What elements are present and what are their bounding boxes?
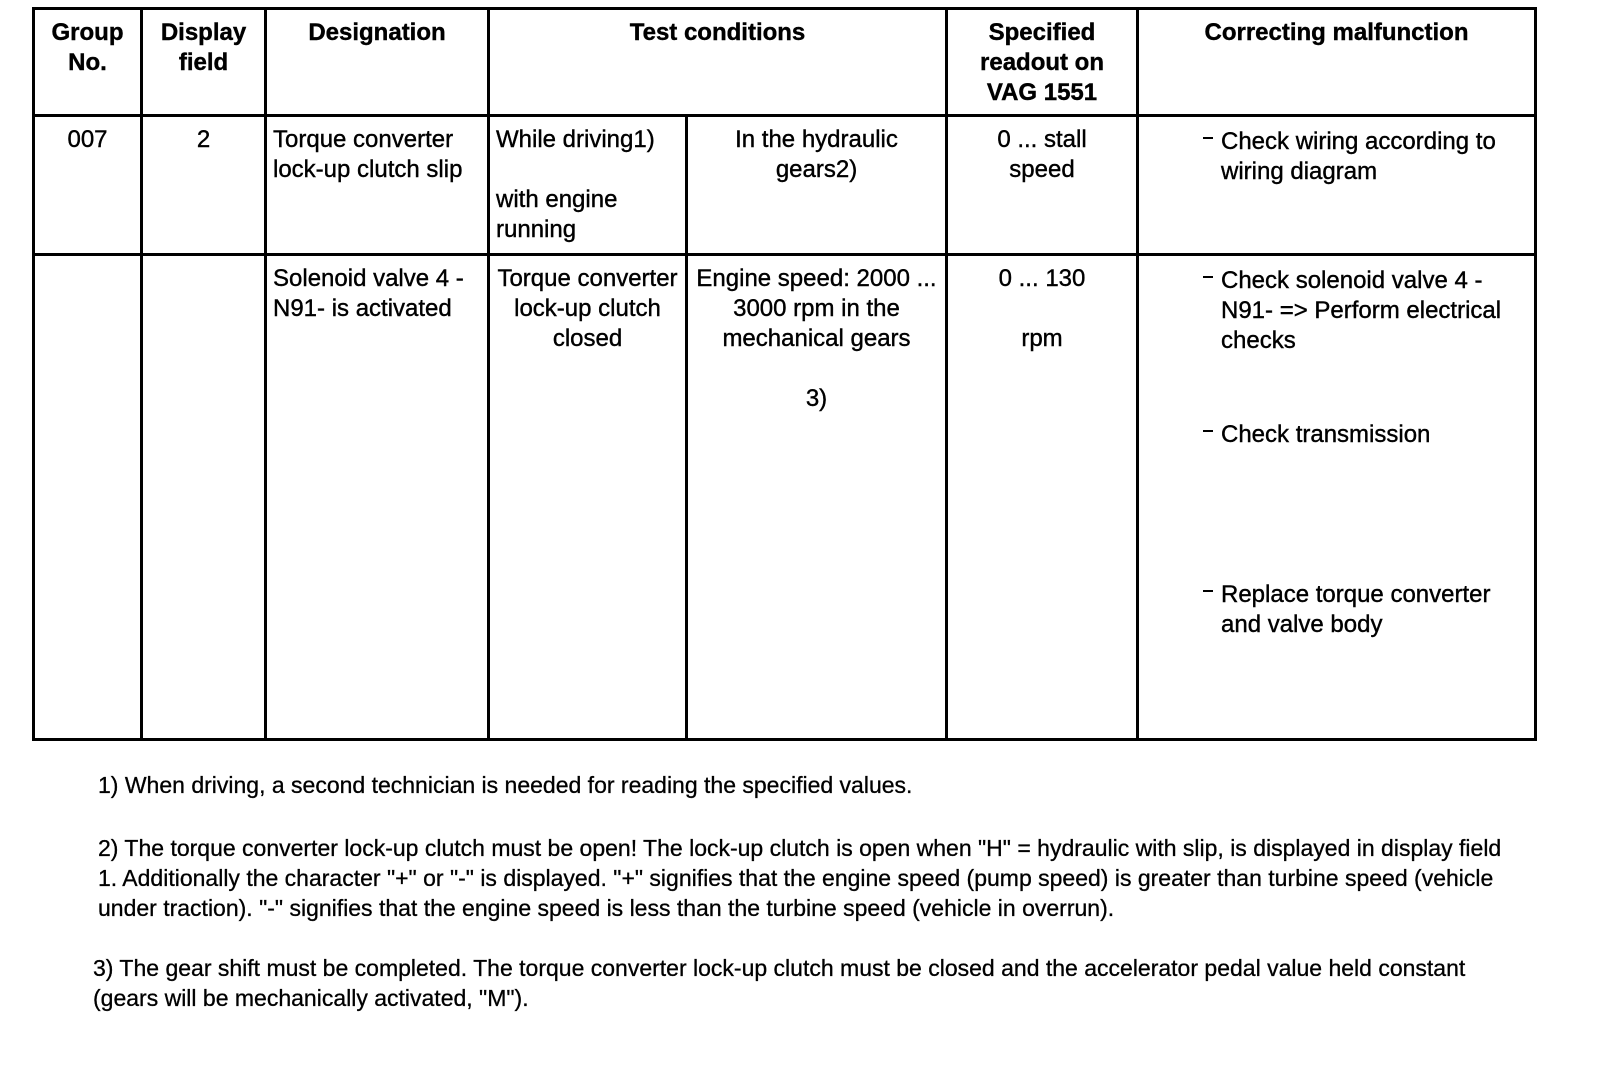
- readout-unit: rpm: [1021, 325, 1063, 352]
- condition-b-cell: In the hydraulic gears2): [685, 114, 948, 256]
- designation-cell: Torque converter lock-up clutch slip: [264, 114, 490, 256]
- designation-cell: Solenoid valve 4 -N91- is activated: [264, 253, 490, 741]
- table-row: Solenoid valve 4 -N91- is activated Torq…: [32, 253, 1537, 741]
- correcting-cell: Check wiring according to wiring diagram: [1136, 114, 1537, 256]
- header-correcting-malfunction: Correcting malfunction: [1136, 7, 1537, 117]
- action-item: Check solenoid valve 4 -N91- => Perform …: [1203, 266, 1528, 356]
- readout-text: 0 ... 130: [998, 265, 1086, 292]
- action-item: Check wiring according to wiring diagram: [1203, 127, 1528, 187]
- footnote-3: 3) The gear shift must be completed. The…: [93, 955, 1466, 1011]
- display-field-cell: [140, 253, 267, 741]
- action-item: Check transmission: [1203, 420, 1528, 450]
- condition-text: with engine running: [496, 186, 618, 243]
- readout-text: 0 ... stall speed: [997, 126, 1087, 183]
- condition-a-cell: While driving1) with engine running: [487, 114, 688, 256]
- display-field-cell: 2: [140, 114, 267, 256]
- measured-values-table: Group No. Display field Designation Test…: [32, 7, 1537, 741]
- footnote-2: 2) The torque converter lock-up clutch m…: [98, 835, 1502, 921]
- header-row: Group No. Display field Designation Test…: [32, 7, 1537, 117]
- condition-text: Torque converter lock-up clutch closed: [497, 265, 678, 352]
- header-specified-readout: Specified readout on VAG 1551: [945, 7, 1139, 117]
- readout-cell: 0 ... stall speed: [945, 114, 1139, 256]
- header-test-conditions: Test conditions: [487, 7, 948, 117]
- correcting-cell: Check solenoid valve 4 -N91- => Perform …: [1136, 253, 1537, 741]
- footnote-ref: 3): [805, 385, 828, 412]
- group-no-cell: [32, 253, 143, 741]
- condition-b-cell: Engine speed: 2000 ... 3000 rpm in the m…: [685, 253, 948, 741]
- header-display-field: Display field: [140, 7, 267, 117]
- table-row: 007 2 Torque converter lock-up clutch sl…: [32, 114, 1537, 256]
- condition-text: While driving1): [496, 126, 655, 153]
- header-group-no: Group No.: [32, 7, 143, 117]
- condition-text: Engine speed: 2000 ... 3000 rpm in the m…: [696, 265, 937, 352]
- condition-a-cell: Torque converter lock-up clutch closed: [487, 253, 688, 741]
- action-item: Replace torque converter and valve body: [1203, 580, 1528, 640]
- header-designation: Designation: [264, 7, 490, 117]
- condition-text: In the hydraulic gears2): [735, 126, 898, 183]
- readout-cell: 0 ... 130 rpm: [945, 253, 1139, 741]
- footnote-1: 1) When driving, a second technician is …: [98, 772, 913, 798]
- footnotes: 1) When driving, a second technician is …: [93, 770, 1518, 1013]
- group-no-cell: 007: [32, 114, 143, 256]
